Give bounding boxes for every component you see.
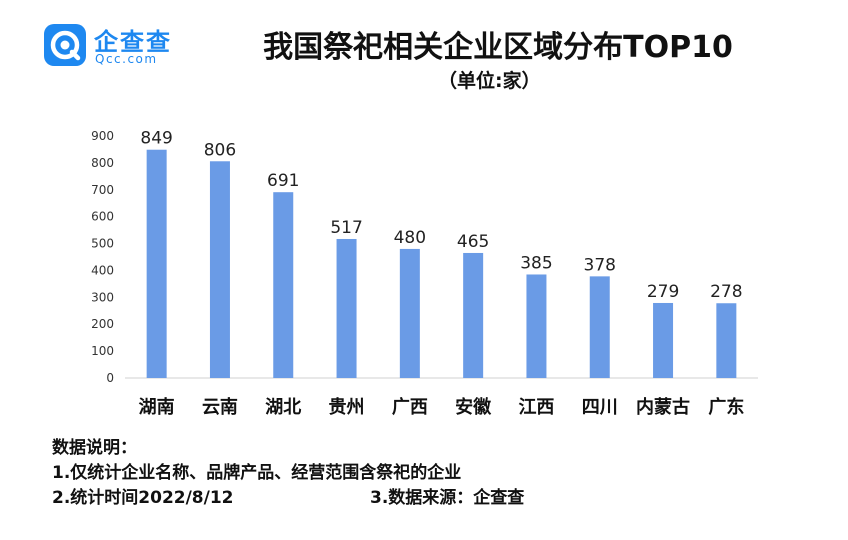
data-label: 517 <box>330 218 362 238</box>
data-label: 385 <box>520 253 552 273</box>
qcc-logo-icon <box>44 24 86 66</box>
data-label: 480 <box>394 228 426 248</box>
unit-label: （单位:家） <box>438 70 541 92</box>
bar <box>653 302 674 378</box>
data-label: 278 <box>710 282 742 302</box>
y-tick-label: 800 <box>91 156 114 170</box>
bar <box>209 161 230 378</box>
bar <box>336 238 357 378</box>
x-tick-label: 内蒙古 <box>636 396 690 418</box>
notes-line-3: 3.数据来源：企查查 <box>370 488 525 508</box>
x-tick-label: 贵州 <box>329 397 365 418</box>
bar <box>589 276 610 378</box>
brand-name: 企查查 <box>94 28 172 56</box>
x-tick-label: 云南 <box>202 396 238 418</box>
data-label: 279 <box>647 282 679 302</box>
notes-line-2: 2.统计时间2022/8/12 <box>52 488 234 508</box>
data-label: 378 <box>584 255 616 275</box>
y-tick-label: 200 <box>91 317 114 331</box>
y-tick-label: 500 <box>91 237 114 251</box>
y-tick-label: 400 <box>91 263 114 277</box>
y-tick-label: 900 <box>91 129 114 143</box>
y-tick-label: 300 <box>91 290 114 304</box>
chart-title: 我国祭祀相关企业区域分布TOP10 <box>263 30 733 65</box>
bar <box>716 303 737 378</box>
y-tick-label: 700 <box>91 183 114 197</box>
bar <box>146 149 167 378</box>
y-tick-label: 100 <box>91 344 114 358</box>
bar <box>526 274 547 378</box>
x-tick-label: 广东 <box>708 396 744 418</box>
y-tick-label: 0 <box>106 371 114 385</box>
x-tick-label: 广西 <box>392 396 428 418</box>
bar <box>273 192 294 378</box>
bar-chart: 0 100 200 300 400 500 600 700 800 900 849 湖南 806 云南 69… <box>91 129 758 418</box>
brand-logo: 企查查 Qcc.com <box>44 20 194 72</box>
y-tick-label: 600 <box>91 210 114 224</box>
notes-heading: 数据说明： <box>52 438 137 458</box>
data-label: 849 <box>140 129 172 149</box>
data-label: 806 <box>204 140 236 160</box>
data-label: 465 <box>457 232 489 252</box>
x-tick-label: 江西 <box>518 397 554 418</box>
x-tick-label: 四川 <box>582 397 618 418</box>
x-tick-label: 湖北 <box>265 397 301 418</box>
x-tick-label: 安徽 <box>455 396 492 418</box>
x-tick-label: 湖南 <box>139 396 175 418</box>
bar <box>399 248 420 378</box>
bar <box>463 252 484 378</box>
notes-line-1: 1.仅统计企业名称、品牌产品、经营范围含祭祀的企业 <box>52 463 462 483</box>
data-label: 691 <box>267 171 299 191</box>
brand-domain: Qcc.com <box>95 52 158 66</box>
data-notes: 数据说明： 1.仅统计企业名称、品牌产品、经营范围含祭祀的企业 2.统计时间20… <box>52 436 524 511</box>
